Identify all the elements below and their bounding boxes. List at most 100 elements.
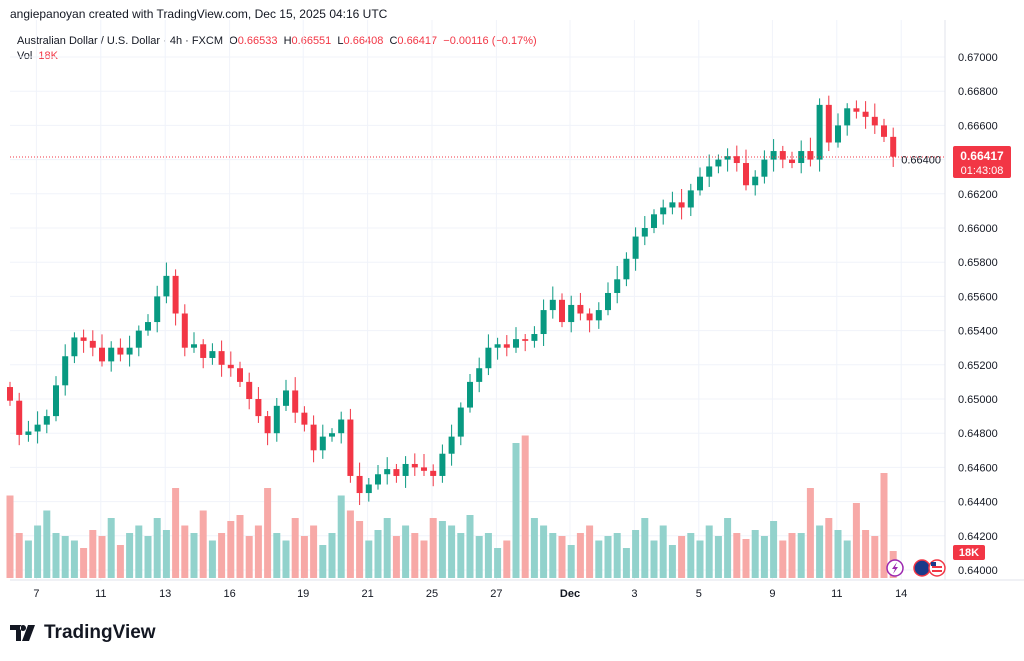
candle-body	[135, 330, 142, 348]
candle-body	[467, 381, 473, 408]
volume-bar	[871, 536, 879, 578]
volume-bar	[714, 536, 722, 578]
candle-body	[789, 159, 795, 164]
open-label: O	[229, 35, 238, 47]
volume-bar	[622, 548, 630, 578]
volume-bar	[678, 536, 686, 578]
candle-body	[660, 207, 667, 215]
usd-flag-icon[interactable]	[928, 559, 946, 577]
candle-body	[7, 387, 13, 401]
volume-bar	[438, 521, 446, 578]
candle-body	[743, 163, 749, 186]
x-tick-label: 5	[696, 588, 702, 600]
candle-body	[99, 347, 105, 362]
volume-bar	[751, 530, 759, 578]
volume-bar	[494, 548, 502, 578]
y-tick-label: 0.65200	[958, 360, 998, 372]
countdown-text: 01:43:08	[961, 165, 1004, 177]
volume-bar	[374, 530, 382, 578]
y-tick-label: 0.66800	[958, 86, 998, 98]
volume-bar	[126, 533, 134, 578]
volume-bar	[816, 525, 824, 578]
candle-body	[678, 202, 685, 208]
volume-bar	[43, 510, 51, 578]
candle-body	[513, 339, 519, 348]
volume-bar	[392, 536, 400, 578]
candle-body	[715, 159, 722, 167]
volume-bar	[254, 525, 262, 578]
candle-body	[862, 111, 869, 117]
volume-bar	[567, 545, 575, 578]
candle-body	[605, 292, 611, 311]
x-tick-label: 11	[95, 588, 106, 600]
candle-body	[706, 166, 713, 177]
volume-bar	[806, 488, 814, 578]
volume-tag-text: 18K	[959, 547, 979, 559]
volume-bar	[779, 540, 787, 578]
high-label: H	[283, 35, 292, 47]
candle-body	[191, 344, 197, 348]
volume-bar	[687, 533, 695, 578]
volume-bar	[89, 530, 97, 578]
candle-body	[494, 344, 501, 348]
logo-text: TradingView	[44, 622, 156, 643]
y-tick-label: 0.66000	[958, 223, 998, 235]
y-tick-label: 0.66600	[958, 120, 998, 132]
candle-body	[163, 275, 170, 297]
candle-body	[200, 344, 207, 358]
volume-value: 18K	[38, 50, 58, 62]
x-tick-label: 25	[426, 588, 438, 600]
volume-bar	[668, 545, 676, 578]
volume-bar	[530, 518, 538, 578]
aud-flag-icon[interactable]	[913, 559, 931, 577]
volume-bar	[503, 540, 511, 578]
candle-body	[246, 381, 253, 399]
volume-bar	[282, 540, 290, 578]
y-tick-label: 0.64800	[958, 428, 998, 440]
volume-bar	[264, 488, 272, 578]
candle-body	[687, 190, 694, 208]
volume-bar	[24, 540, 32, 578]
candle-body	[347, 419, 354, 476]
candle-body	[421, 467, 427, 471]
last-price-tag	[953, 146, 1011, 178]
volume-bar	[411, 533, 419, 578]
tradingview-logo[interactable]: TradingView	[10, 622, 156, 644]
y-tick-label: 0.67000	[958, 52, 998, 64]
volume-bar	[862, 530, 870, 578]
volume-bar	[549, 533, 557, 578]
volume-bar	[540, 525, 548, 578]
x-tick-label: 27	[490, 588, 502, 600]
candle-body	[623, 258, 630, 280]
candle-body	[126, 347, 133, 355]
candle-body	[237, 368, 243, 382]
candle-body	[402, 463, 409, 476]
candle-body	[586, 313, 593, 321]
volume-bar	[34, 525, 42, 578]
y-tick-label: 0.64200	[958, 531, 998, 543]
volume-bar	[356, 521, 364, 578]
volume-bar	[696, 540, 704, 578]
volume-bar	[466, 515, 474, 578]
symbol-title[interactable]: Australian Dollar / U.S. Dollar · 4h · F…	[17, 35, 223, 47]
candle-body	[181, 313, 188, 348]
volume-bar	[475, 536, 483, 578]
candle-body	[227, 364, 234, 369]
candle-body	[890, 136, 897, 157]
candle-body	[549, 299, 556, 311]
x-tick-label: 14	[895, 588, 907, 600]
candle-body	[697, 176, 703, 191]
volume-bar	[181, 525, 189, 578]
volume-bar	[429, 518, 437, 578]
candle-body	[485, 347, 492, 369]
volume-bar	[733, 533, 741, 578]
candle-body	[522, 339, 529, 341]
candle-body	[411, 463, 418, 468]
lightning-icon[interactable]	[886, 559, 904, 577]
candle-body	[375, 474, 381, 485]
y-tick-label: 0.66400	[901, 155, 941, 167]
volume-bar	[402, 525, 410, 578]
y-tick-label: 0.65400	[958, 326, 998, 338]
volume-bar	[190, 533, 198, 578]
